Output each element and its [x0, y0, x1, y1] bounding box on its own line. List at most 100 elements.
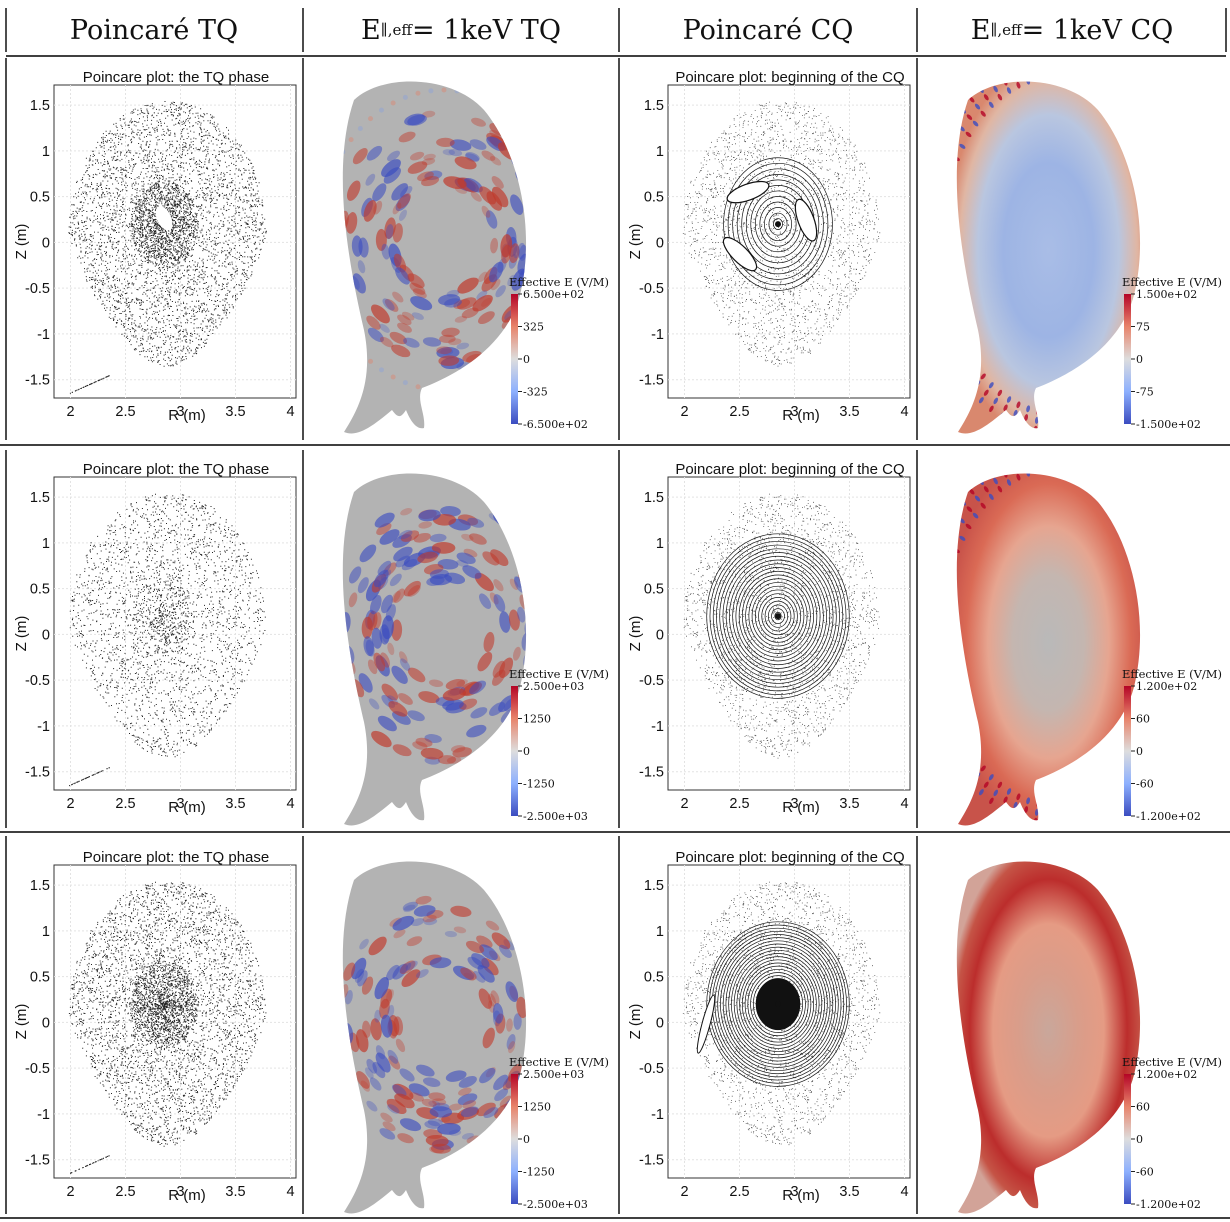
edge-mode — [1003, 796, 1008, 804]
edge-mode — [1112, 493, 1118, 500]
flux-surface — [739, 959, 817, 1049]
y-axis-label: Z (m) — [627, 616, 644, 652]
edge-mode — [932, 715, 940, 721]
perturbation-blob — [432, 1098, 447, 1106]
edge-mode — [348, 137, 354, 143]
perturbation-blob — [417, 171, 434, 182]
perturbation-blob — [389, 331, 408, 345]
plot-frame — [53, 476, 297, 791]
edge-mode — [1112, 405, 1117, 413]
edge-mode — [1150, 315, 1158, 321]
x-tick-label: 2 — [66, 796, 74, 812]
edge-mode — [390, 100, 396, 106]
perturbation-blob — [429, 533, 447, 543]
perturbation-blob — [401, 311, 415, 321]
perturbation-blob — [391, 590, 401, 603]
flux-surface — [771, 608, 785, 624]
edge-mode — [1079, 452, 1084, 460]
header-col1: Poincaré TQ — [6, 8, 302, 52]
perturbation-blob — [506, 1034, 516, 1050]
edge-mode — [940, 319, 948, 325]
y-tick-label: -1 — [37, 719, 50, 735]
perturbation-blob — [399, 962, 412, 974]
perturbation-blob — [400, 530, 420, 542]
edge-mode — [550, 162, 555, 167]
colorbar-label: -60 — [1136, 778, 1154, 791]
edge-mode — [1180, 243, 1187, 247]
x-tick-label: 3 — [176, 1184, 184, 1200]
perturbation-blob — [513, 245, 520, 259]
edge-mode — [941, 679, 949, 684]
edge-mode — [924, 585, 932, 590]
y-tick-label: 1 — [656, 144, 664, 160]
perturbation-blob — [383, 167, 401, 184]
edge-mode — [1046, 466, 1050, 473]
perturbation-blob — [375, 228, 387, 251]
perturbation-blob — [423, 918, 438, 926]
edge-mode — [1157, 198, 1165, 203]
flux-surface — [709, 537, 847, 695]
perturbation-blob — [393, 588, 405, 603]
edge-mode — [1166, 195, 1174, 200]
perturbation-blob — [395, 555, 411, 568]
edge-mode — [1045, 418, 1050, 426]
perturbation-blob — [366, 1100, 378, 1112]
perturbation-blob — [373, 569, 389, 588]
x-tick-label: 4 — [900, 404, 908, 420]
edge-mode — [1179, 652, 1186, 656]
perturbation-blob — [345, 989, 353, 1005]
perturbation-blob — [406, 936, 423, 947]
edge-mode — [1024, 461, 1029, 469]
x-tick-label: 3.5 — [839, 796, 859, 812]
perturbation-blob — [524, 947, 544, 971]
perturbation-blob — [436, 346, 452, 355]
perturbation-blob — [409, 151, 425, 161]
y-tick-label: -1.5 — [639, 1153, 664, 1169]
perturbation-blob — [512, 646, 521, 661]
edge-mode — [956, 511, 959, 518]
edge-mode — [959, 341, 966, 347]
edge-mode — [1158, 557, 1166, 563]
edge-mode — [938, 635, 945, 639]
flux-surface — [750, 972, 806, 1037]
edge-mode — [1103, 389, 1109, 397]
edge-mode — [948, 561, 956, 567]
perturbation-blob — [391, 344, 411, 358]
perturbation-blob — [397, 1133, 414, 1144]
perturbation-blob — [386, 1098, 407, 1115]
edge-mode — [567, 238, 572, 243]
x-tick-label: 3.5 — [225, 796, 245, 812]
flux-surface — [759, 201, 797, 247]
x-tick-label: 4 — [900, 1184, 908, 1200]
edge-mode — [327, 177, 332, 182]
colorbar-title: Effective E (V/M) — [1122, 1055, 1222, 1069]
magnetic-island — [794, 198, 818, 242]
edge-mode — [1088, 409, 1093, 417]
edge-mode — [1022, 422, 1026, 430]
flux-surface — [745, 578, 811, 654]
edge-mode — [945, 724, 953, 731]
edge-mode — [966, 370, 973, 376]
perturbation-blob — [411, 312, 424, 320]
perturbation-blob — [371, 627, 383, 649]
edge-mode — [319, 206, 324, 211]
perturbation-blob — [461, 533, 474, 541]
perturbation-blob — [429, 574, 453, 586]
edge-mode — [1153, 724, 1161, 731]
edge-mode — [333, 313, 338, 318]
edge-mode — [1112, 81, 1117, 85]
edge-mode — [1094, 788, 1100, 795]
poincare-cq-panel: Poincare plot: beginning of the CQ 2 2.5 3 3… — [627, 461, 911, 816]
colorbar-label: 1.500e+02 — [1136, 288, 1197, 301]
perturbation-blob — [446, 756, 462, 764]
perturbation-blob — [380, 1014, 393, 1038]
perturbation-blob — [368, 936, 387, 956]
header-col4-sub: ∥,eff — [990, 21, 1022, 39]
perturbation-blob — [424, 1120, 441, 1129]
colorbar-label: 60 — [1136, 1101, 1150, 1114]
perturbation-blob — [424, 170, 443, 181]
edge-mode — [1066, 800, 1070, 808]
perturbation-blob — [346, 180, 361, 201]
edge-mode — [1078, 414, 1082, 422]
perturbation-blob — [417, 551, 438, 564]
